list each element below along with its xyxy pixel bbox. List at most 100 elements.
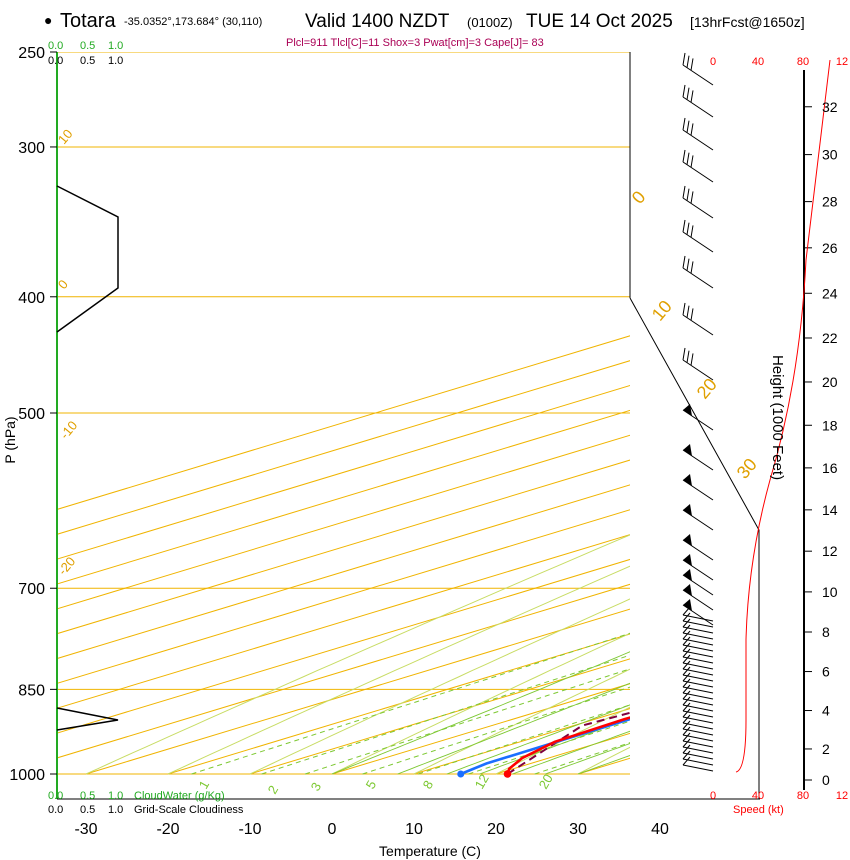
isotherm-line [57, 583, 630, 759]
mixing-ratio-line [191, 632, 630, 775]
wind-barb [682, 584, 714, 611]
cloudwater-bottom-tick: 0.5 [80, 790, 95, 802]
height-tick-label: 2 [822, 741, 830, 757]
wind-barb [682, 219, 714, 253]
height-tick-label: 22 [822, 330, 838, 346]
isotherm-line [57, 409, 630, 585]
mixing-ratio-label: 12 [472, 771, 492, 791]
mixing-ratio-label: 3 [308, 780, 325, 794]
wind-barb [682, 185, 714, 219]
isotherm-line [57, 335, 630, 510]
utc-time: (0100Z) [467, 15, 513, 30]
station-name: Totara [60, 10, 116, 32]
mixing-ratio-label: 20 [536, 771, 556, 791]
isotherm-line [57, 384, 630, 560]
temperature-tick-label: 10 [405, 821, 423, 838]
wind-barb [682, 554, 714, 581]
isotherm-line [57, 484, 630, 660]
height-tick-label: 6 [822, 664, 830, 680]
dry-adiabat [413, 668, 630, 775]
isotherm-line [57, 558, 630, 734]
isotherm-line [57, 509, 630, 684]
pressure-tick-label: 250 [18, 45, 45, 62]
cloudiness-trace [56, 185, 119, 333]
pressure-axis-label: P (hPa) [2, 416, 18, 463]
speed-bottom-tick: 0 [710, 790, 716, 802]
dry-adiabat [85, 534, 630, 775]
wind-barb [682, 474, 714, 501]
height-tick-label: 20 [822, 374, 838, 390]
speed-axis-label: Speed (kt) [733, 804, 784, 816]
temperature-tick-label: -20 [156, 821, 179, 838]
pressure-tick-label: 300 [18, 140, 45, 157]
wind-barb [682, 255, 714, 289]
header-bullet: ● [44, 12, 53, 28]
temperature-curve [506, 716, 630, 775]
mixing-ratio-line [261, 654, 630, 775]
height-tick-label: 32 [822, 99, 838, 115]
pressure-tick-label: 850 [18, 682, 45, 699]
pressure-tick-label: 500 [18, 406, 45, 423]
height-tick-label: 24 [822, 285, 838, 301]
height-tick-label: 18 [822, 417, 838, 433]
pressure-tick-label: 400 [18, 290, 45, 307]
height-tick-label: 8 [822, 624, 830, 640]
isotherm-label: 10 [648, 296, 676, 324]
speed-bottom-tick: 40 [752, 790, 764, 802]
height-tick-label: 10 [822, 584, 838, 600]
isotherm-label: 0 [628, 187, 650, 208]
temperature-tick-label: -30 [74, 821, 97, 838]
cloudwater-top-tick: 1.0 [108, 40, 123, 52]
wind-barb [682, 569, 714, 596]
cloudiness-top-tick: 0.0 [48, 55, 63, 67]
wind-barb [682, 347, 714, 381]
cloudwater-top-tick: 0.5 [80, 40, 95, 52]
wind-barb [682, 302, 714, 336]
cloudiness-bottom-tick: 0.0 [48, 804, 63, 816]
dry-adiabat [167, 565, 630, 775]
speed-top-tick: 40 [752, 56, 764, 68]
mixing-ratio-label: 8 [420, 778, 437, 792]
wind-barb [682, 117, 714, 151]
temperature-tick-label: 0 [328, 821, 337, 838]
speed-top-tick: 0 [710, 56, 716, 68]
station-coords: -35.0352°,173.684° (30,110) [124, 16, 263, 28]
speed-top-tick: 80 [797, 56, 809, 68]
moist-adiabat [397, 682, 630, 775]
cloudiness-bottom-tick: 1.0 [108, 804, 123, 816]
isotherm-line [85, 608, 630, 775]
isotherm-line [57, 360, 630, 535]
cloudwater-bottom-tick: 0.0 [48, 790, 63, 802]
mixing-ratio-line [418, 704, 630, 775]
temperature-tick-label: 40 [651, 821, 669, 838]
speed-top-tick: 12 [836, 56, 848, 68]
temperature-tick-label: -10 [238, 821, 261, 838]
valid-time: Valid 1400 NZDT [305, 11, 450, 32]
mixing-ratio-label: 2 [265, 783, 282, 797]
valid-date: TUE 14 Oct 2025 [526, 11, 673, 32]
isotherm-label: -20 [55, 554, 79, 578]
pressure-tick-label: 1000 [9, 767, 45, 784]
temperature-tick-label: 20 [487, 821, 505, 838]
temperature-axis-label: Temperature (C) [379, 843, 481, 859]
wind-barb [682, 504, 714, 531]
wind-speed-profile [735, 59, 831, 773]
temperature-tick-label: 30 [569, 821, 587, 838]
cloudiness-top-tick: 0.5 [80, 55, 95, 67]
height-axis-label: Height (1000 Feet) [769, 355, 786, 480]
isotherm-label: 30 [733, 454, 761, 482]
height-tick-label: 28 [822, 194, 838, 210]
cloudiness-bottom-tick: 0.5 [80, 804, 95, 816]
height-tick-label: 0 [822, 772, 830, 788]
stability-indices: Plcl=911 Tlcl[C]=11 Shox=3 Pwat[cm]=3 Ca… [286, 37, 544, 49]
wind-barb [682, 84, 714, 118]
surface-dewpoint-point [457, 770, 465, 778]
isotherm-label: 20 [693, 374, 721, 402]
cloudwater-label: CloudWater (g/Kg) [134, 790, 225, 802]
height-tick-label: 16 [822, 460, 838, 476]
wind-barb [682, 149, 714, 183]
speed-bottom-tick: 12 [836, 790, 848, 802]
cloudwater-top-tick: 0.0 [48, 40, 63, 52]
wind-barb [682, 444, 714, 471]
